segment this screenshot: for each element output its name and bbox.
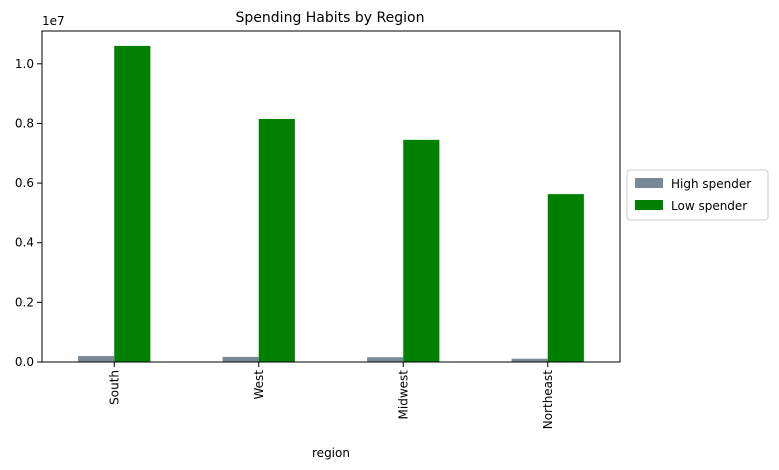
- y-tick-label: 0.4: [15, 236, 34, 250]
- y-tick-label: 0.2: [15, 295, 34, 309]
- legend-label-high-spender: High spender: [671, 177, 751, 191]
- y-offset-label: 1e7: [42, 14, 65, 28]
- bar-high-spender-northeast: [511, 358, 548, 362]
- y-tick-label: 0.6: [15, 176, 34, 190]
- y-tick-label: 0.8: [15, 116, 34, 130]
- legend-swatch-high-spender: [635, 178, 663, 188]
- legend-swatch-low-spender: [635, 200, 663, 210]
- x-tick-label-south: South: [107, 370, 121, 405]
- bar-high-spender-south: [78, 356, 115, 362]
- x-axis-label: region: [312, 446, 350, 460]
- x-tick-label-midwest: Midwest: [396, 370, 410, 420]
- bar-low-spender-west: [258, 118, 295, 362]
- plot-area-frame: [41, 30, 621, 363]
- bar-high-spender-west: [222, 356, 259, 362]
- legend-label-low-spender: Low spender: [671, 199, 747, 213]
- bar-low-spender-northeast: [547, 194, 584, 362]
- legend: High spender Low spender: [626, 169, 769, 221]
- chart-title: Spending Habits by Region: [236, 10, 425, 26]
- bar-low-spender-south: [114, 45, 151, 362]
- y-tick-label: 1.0: [15, 57, 34, 71]
- bar-low-spender-midwest: [403, 139, 440, 362]
- bar-high-spender-midwest: [367, 357, 404, 362]
- y-tick-label: 0.0: [15, 355, 34, 369]
- x-tick-label-northeast: Northeast: [541, 370, 555, 430]
- x-tick-label-west: West: [252, 370, 266, 400]
